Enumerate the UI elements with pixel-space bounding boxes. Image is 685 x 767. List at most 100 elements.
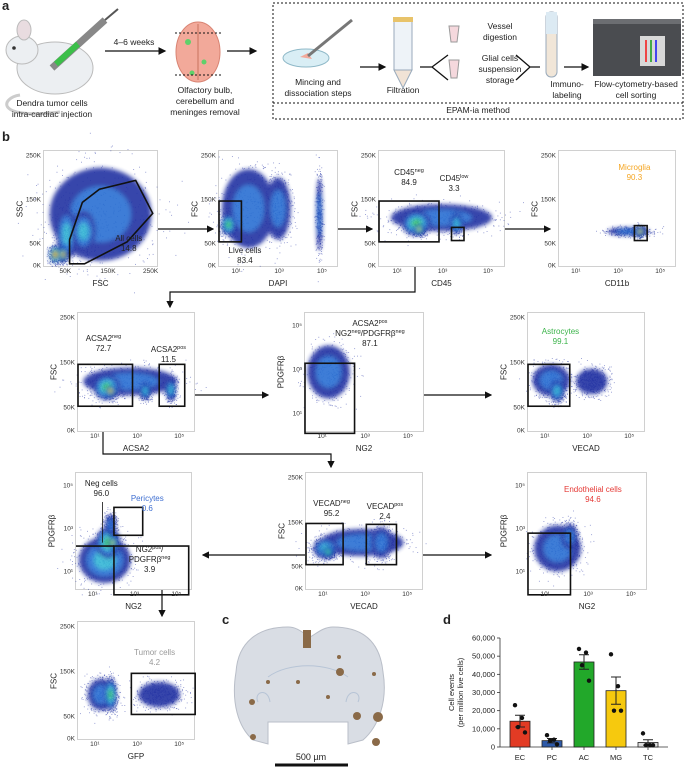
x-tick-label: 10¹ <box>540 433 550 440</box>
gate-label-text: NG2 <box>335 328 352 338</box>
gate-label: Astrocytes 99.1 <box>542 327 579 347</box>
y-tick-label: 250K <box>59 314 75 322</box>
panel-letter-c: c <box>222 612 230 627</box>
gate-label-text: 95.2 <box>323 508 340 518</box>
gate-label: NG2pos/PDGFRβneg 3.9 <box>129 545 171 575</box>
glial-label: Glial cells suspension storage <box>478 53 522 85</box>
x-tick-label: 10³ <box>132 433 142 440</box>
flow-plot-11: 0K 50K 150K 250K 10¹ 10³ 10⁵ GFP FSC Tumor cells 4… <box>50 621 196 761</box>
y-tick-label: 50K <box>544 240 556 248</box>
syringe-icon <box>49 8 119 71</box>
gate-label: All cells 14.8 <box>115 234 142 254</box>
x-tick-label: 10⁵ <box>483 268 494 275</box>
y-tick-label: 0K <box>67 427 75 435</box>
x-tick-label: EC <box>515 753 526 762</box>
method-label: EPAM-ia method <box>446 105 510 115</box>
gate-label-text: NG2 <box>135 544 153 554</box>
y-tick-label: 10¹ <box>63 568 73 576</box>
gate-label: Pericytes 0.6 <box>131 494 164 514</box>
x-tick-label: 10³ <box>613 268 623 275</box>
x-tick-label: PC <box>547 753 558 762</box>
y-axis-label: (per million live cells) <box>456 657 465 727</box>
gate-label-text: 2.4 <box>379 512 391 521</box>
y-tick-label: 0K <box>517 427 525 435</box>
gate-label-superscript: pos <box>152 544 162 551</box>
gate-label: ACSA2pos 11.5 <box>151 345 186 365</box>
x-tick-label: 10⁵ <box>174 741 185 748</box>
gate-label-text: ACSA2 <box>352 318 379 328</box>
gate-label-text: 3.9 <box>144 564 156 574</box>
y-axis-label: FSC <box>530 200 540 217</box>
gate-outlines <box>527 363 571 408</box>
cell-sorter-illustration <box>593 19 681 76</box>
gate-outlines <box>378 200 465 243</box>
gate-label-text: 94.6 <box>585 494 601 504</box>
x-tick-label: TC <box>643 753 654 762</box>
y-axis-label: FSC <box>499 364 509 380</box>
panel-letter-d: d <box>443 612 451 627</box>
x-tick-label: 10⁵ <box>402 591 413 598</box>
y-tick-label: 150K <box>360 196 376 204</box>
scale-bar-label: 500 µm <box>295 752 327 762</box>
gate-label-text: Tumor cells <box>134 647 176 657</box>
y-axis-label: FSC <box>350 200 360 217</box>
x-tick-label: 10⁵ <box>655 268 666 275</box>
x-axis-label: ACSA2 <box>122 444 150 453</box>
y-tick-label: 50K <box>63 713 75 721</box>
gate-label-text: Neg cells <box>84 478 118 488</box>
gate-label-text: CD45 <box>439 174 461 183</box>
x-tick-label: 10¹ <box>90 433 100 440</box>
filtration-label: Filtration <box>386 85 420 95</box>
gate-label-text: 84.9 <box>401 178 417 188</box>
gate-label-text: 14.8 <box>120 243 137 253</box>
merge-arrow <box>515 54 540 81</box>
brain-illustration <box>175 21 222 83</box>
y-tick-label: 250K <box>200 152 216 160</box>
data-point <box>586 678 592 683</box>
data-point <box>512 703 518 708</box>
panel-letter-a: a <box>2 0 10 13</box>
y-axis-label: PDGFRβ <box>499 514 509 548</box>
y-tick-label: 60,000 <box>472 634 495 643</box>
y-tick-label: 0K <box>208 262 216 270</box>
y-tick-label: 0 <box>491 743 495 752</box>
y-tick-label: 50K <box>63 404 75 412</box>
x-axis-label: FSC <box>92 279 109 288</box>
gate-label: ACSA2neg 72.7 <box>86 334 121 354</box>
x-tick-label: 10¹ <box>317 433 327 440</box>
data-point <box>579 663 585 668</box>
x-tick-label: 10⁵ <box>626 591 636 598</box>
x-axis-label: GFP <box>127 752 145 761</box>
gate-label-superscript: neg <box>340 498 350 505</box>
x-tick-label: 10³ <box>583 591 593 598</box>
x-tick-label: 10¹ <box>231 268 241 275</box>
y-tick-label: 250K <box>59 623 75 631</box>
data-point <box>640 731 646 736</box>
x-axis-label: CD45 <box>431 279 452 288</box>
gate-label: Live cells 83.4 <box>229 246 262 266</box>
gate-label: Tumor cells 4.2 <box>134 648 175 668</box>
y-tick-label: 250K <box>509 314 525 322</box>
y-tick-label: 150K <box>59 668 75 676</box>
x-tick-label: 10³ <box>129 591 140 598</box>
gate-label: VECADneg 95.2 <box>313 499 350 519</box>
y-tick-label: 50K <box>29 240 41 248</box>
gate-label-superscript: neg <box>112 334 122 341</box>
mincing-label: Mincing and dissociation steps <box>284 77 352 98</box>
y-tick-label: 10³ <box>63 525 73 533</box>
gate-label-text: 4.2 <box>148 657 161 667</box>
x-tick-label: 10³ <box>132 741 142 748</box>
y-tick-label: 250K <box>25 152 41 160</box>
flow-plot-4: 0K 50K 150K 250K 10¹ 10³ 10⁵ CD11b FSC Microglia 9… <box>531 150 676 288</box>
y-tick-label: 40,000 <box>472 670 495 679</box>
flow-plot-10: 10¹ 10³ 10⁵ 10¹ 10³ 10⁵ NG2 PDGFRβ Endothelial c… <box>500 472 647 611</box>
x-tick-label: AC <box>579 753 590 762</box>
gate-label-text: VECAD <box>313 498 341 508</box>
flow-plot-5: 0K 50K 150K 250K 10¹ 10³ 10⁵ ACSA2 FSC ACSA2neg 72… <box>50 312 207 453</box>
y-tick-label: 10¹ <box>292 410 302 418</box>
x-tick-label: 150K <box>100 268 116 275</box>
gate-label-superscript: neg <box>161 554 171 561</box>
data-point <box>576 646 582 652</box>
y-axis-label: FSC <box>49 672 59 689</box>
gate-label-text: 99.1 <box>552 337 569 347</box>
